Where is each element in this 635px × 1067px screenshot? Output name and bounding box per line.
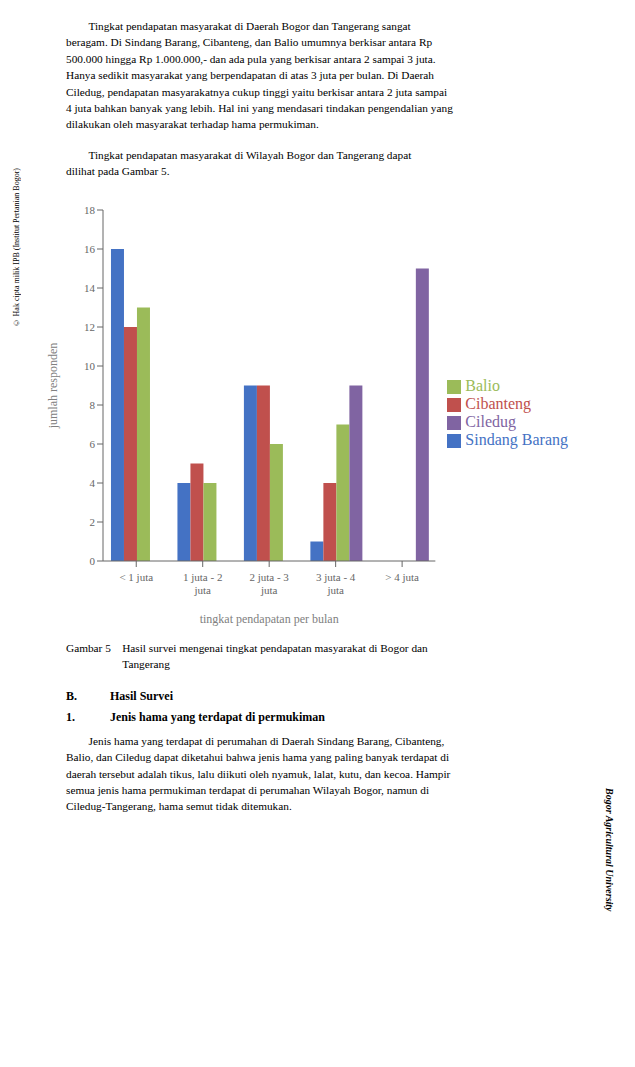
svg-text:3 juta - 4juta: 3 juta - 4juta <box>316 571 356 596</box>
html-text:Tingkat pendapatan masyarakat: Tingkat pendapatan masyarakat di Daerah … <box>66 20 453 131</box>
html-text:1.: 1. <box>66 709 75 724</box>
svg-text:2 juta - 3juta: 2 juta - 3juta <box>249 571 289 596</box>
svg-text:14: 14 <box>84 282 96 294</box>
svg-text:8: 8 <box>90 399 96 411</box>
html-text:Jenis hama yang terdapat di pe: Jenis hama yang terdapat di permukiman <box>110 709 325 724</box>
svg-text:tingkat pendapatan per bulan: tingkat pendapatan per bulan <box>200 612 339 626</box>
html-text:Tingkat pendapatan masyarakat: Tingkat pendapatan masyarakat di Wilayah… <box>66 148 412 177</box>
svg-text:12: 12 <box>84 321 95 333</box>
svg-text:jumlah responden: jumlah responden <box>46 343 60 430</box>
html-text:Hasil Survei: Hasil Survei <box>110 688 173 703</box>
svg-text:16: 16 <box>84 243 96 255</box>
svg-text:10: 10 <box>84 360 96 372</box>
html-text:Bogor Agricultural University: Bogor Agricultural University <box>604 788 615 912</box>
html-text:Cibanteng: Cibanteng <box>465 395 532 412</box>
html-text:Balio: Balio <box>465 377 500 394</box>
html-text:Gambar 5 Hasil survei mengenai: Gambar 5 Hasil survei mengenai tingkat p… <box>66 642 428 671</box>
html-text:Sindang Barang: Sindang Barang <box>465 431 568 448</box>
html-text:© Hak cipta milik IPB (Institu: © Hak cipta milik IPB (Institut Pertania… <box>12 168 21 328</box>
html-text:B.: B. <box>66 688 77 703</box>
svg-text:1 juta - 2juta: 1 juta - 2juta <box>183 571 222 596</box>
html-text:Ciledug: Ciledug <box>465 413 516 430</box>
svg-text:18: 18 <box>84 204 96 216</box>
html-text:Jenis hama yang terdapat di pe: Jenis hama yang terdapat di perumahan di… <box>66 734 451 813</box>
svg-text:< 1 juta: < 1 juta <box>119 571 153 583</box>
svg-text:2: 2 <box>90 516 96 528</box>
svg-text:4: 4 <box>90 477 96 489</box>
svg-text:6: 6 <box>90 438 96 450</box>
svg-text:0: 0 <box>90 555 96 567</box>
svg-text:> 4 juta: > 4 juta <box>385 571 419 583</box>
